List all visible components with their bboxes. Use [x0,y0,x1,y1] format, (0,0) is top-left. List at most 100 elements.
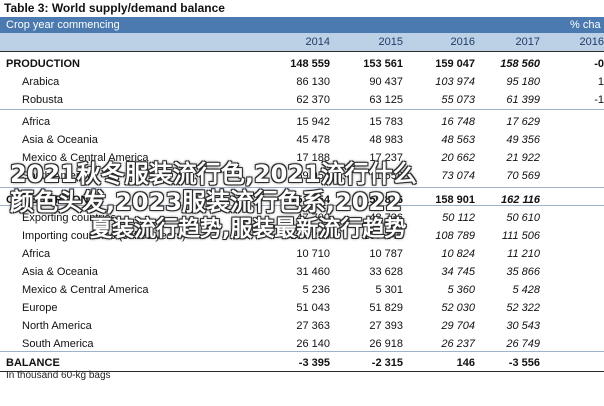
row-divider [0,351,604,352]
row-value-2014: 45 478 [296,134,330,146]
row-value-2015: 71 558 [369,170,403,182]
row-label: Asia & Oceania [22,134,98,146]
row-value-2017: 95 180 [506,76,540,88]
row-value-2015: 5 301 [375,284,403,296]
row-value-2017: 49 356 [506,134,540,146]
row-label: Robusta [22,94,63,106]
row-value-2016: 10 824 [441,248,475,260]
table-row: South America 69 951 71 558 73 074 70 569 [0,167,604,185]
row-value-2015: 10 787 [369,248,403,260]
crop-year-label: Crop year commencing [6,19,120,31]
row-change-value: -1 [594,94,604,106]
table-row: Importing countries (coffee years) 104 25… [0,227,604,245]
row-change-value: 1 [597,76,604,88]
row-value-2015: 155 876 [363,194,403,206]
row-value-2017: 35 866 [506,266,540,278]
row-value-2017: 5 428 [512,284,540,296]
row-label: PRODUCTION [6,58,80,70]
table-row: South America 26 140 26 918 26 237 26 749 [0,335,604,353]
row-divider [0,371,604,372]
row-value-2017: 111 506 [501,230,540,242]
row-value-2016: 16 748 [441,116,475,128]
row-value-2014: 26 140 [296,338,330,350]
row-value-2014: 5 236 [302,284,330,296]
row-value-2016: 73 074 [441,170,475,182]
row-value-2017: 52 322 [506,302,540,314]
row-value-2014: 17 188 [296,152,330,164]
table-row: Europe 51 043 51 829 52 030 52 322 [0,299,604,317]
row-value-2014: 151 954 [290,194,330,206]
row-label: South America [22,338,94,350]
row-value-2015: 107 140 [363,230,403,242]
row-value-2015: 153 561 [363,58,403,70]
header-band-years: 2014 2015 2016 2017 2016 [0,33,604,51]
row-value-2014: 15 942 [296,116,330,128]
row-value-2016: 34 745 [441,266,475,278]
row-value-2014: -3 395 [298,357,330,369]
table-row: Exporting countries 47 700 48 736 50 112 50 … [0,209,604,227]
row-value-2015: 90 437 [369,76,403,88]
row-label: Mexico & Central America [22,284,149,296]
year-header-change: 2016 [579,36,604,48]
row-label: Europe [22,302,58,314]
row-value-2017: -3 556 [508,357,540,369]
row-label: South America [22,170,94,182]
row-change-value: -0 [594,58,604,70]
row-label: Exporting countries [22,212,117,224]
row-value-2016: 103 974 [435,76,475,88]
row-value-2017: 162 116 [501,194,540,206]
row-value-2016: 50 112 [442,212,475,224]
row-label: Importing countries (coffee years) [22,230,186,242]
row-value-2015: 17 237 [369,152,403,164]
row-value-2015: 15 783 [369,116,403,128]
row-label: BALANCE [6,357,60,369]
row-value-2016: 48 563 [441,134,475,146]
row-value-2016: 158 901 [435,194,475,206]
row-label: Africa [22,116,51,128]
table-row: Africa 15 942 15 783 16 748 17 629 [0,113,604,131]
row-value-2016: 20 662 [441,152,475,164]
table-title: Table 3: World supply/demand balance [0,0,604,18]
row-value-2016: 159 047 [435,58,475,70]
year-header-2017: 2017 [515,36,540,48]
row-value-2015: 51 829 [369,302,403,314]
row-value-2015: 48 736 [369,212,403,224]
row-value-2014: 31 460 [296,266,330,278]
row-label: Asia & Oceania [22,266,98,278]
row-value-2015: 48 983 [369,134,403,146]
table-row: PRODUCTION 148 559 153 561 159 047 158 560 -0 [0,55,604,73]
percent-change-label: % cha [570,19,601,31]
row-value-2014: 62 370 [296,94,330,106]
row-value-2016: 55 073 [441,94,475,106]
row-value-2014: 69 951 [296,170,330,182]
row-value-2014: 27 363 [296,320,330,332]
row-value-2017: 11 210 [507,248,540,260]
row-label: Africa [22,248,51,260]
row-value-2017: 30 543 [506,320,540,332]
table-row: Asia & Oceania 45 478 48 983 48 563 49 356 [0,131,604,149]
row-value-2016: 29 704 [441,320,475,332]
row-value-2017: 17 629 [506,116,540,128]
row-value-2015: 26 918 [369,338,403,350]
table-row: Mexico & Central America 5 236 5 301 5 360 5… [0,281,604,299]
row-value-2017: 61 399 [506,94,540,106]
row-value-2017: 158 560 [500,58,540,70]
row-value-2014: 104 254 [290,230,330,242]
row-value-2016: 108 789 [435,230,475,242]
table-note: In thousand 60-kg bags [6,370,111,381]
year-header-2016: 2016 [450,36,475,48]
row-value-2014: 47 700 [296,212,330,224]
table-row: Arabica 86 130 90 437 103 974 95 180 1 [0,73,604,91]
table-row: BALANCE -3 395 -2 315 146 -3 556 [0,354,604,372]
row-divider [0,187,604,188]
row-value-2017: 26 749 [506,338,540,350]
row-value-2016: 146 [456,357,475,369]
row-value-2014: 148 559 [290,58,330,70]
row-value-2014: 51 043 [296,302,330,314]
row-label: Arabica [22,76,60,88]
row-divider [0,109,604,110]
table-row: Robusta 62 370 63 125 55 073 61 399 -1 [0,91,604,109]
row-divider [0,51,604,52]
row-value-2015: 27 393 [369,320,403,332]
row-value-2015: 63 125 [369,94,403,106]
